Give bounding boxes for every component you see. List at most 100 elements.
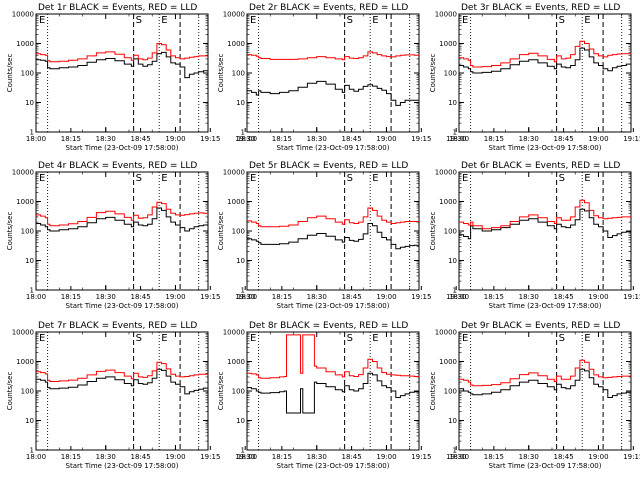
plot-frame: [246, 171, 420, 291]
x-tick-label: 18:30: [96, 293, 116, 301]
y-tick-label: 1: [241, 287, 245, 295]
end-marker: E: [372, 333, 378, 344]
x-tick-label: 18:00: [26, 293, 46, 301]
x-axis-label: Start Time (23-Oct-09 17:58:00): [277, 462, 390, 470]
lld-series-line: [459, 40, 632, 68]
y-tick-label: 10000: [435, 329, 457, 337]
start-marker: S: [136, 173, 142, 184]
x-tick-label: 18:15: [61, 293, 81, 301]
x-tick-label: 18:45: [131, 453, 151, 461]
lld-series-line: [36, 43, 209, 63]
x-axis-label: Start Time (23-Oct-09 17:58:00): [66, 462, 179, 470]
corner-marker: E: [250, 333, 256, 344]
y-tick-label: 10000: [223, 11, 245, 19]
y-tick-label: 1000: [227, 358, 245, 366]
x-tick-label: 19:00: [376, 453, 396, 461]
y-tick-label: 1: [453, 287, 457, 295]
y-tick-label: 100: [21, 70, 34, 78]
events-series-line: [247, 223, 420, 250]
x-tick-label: 19:00: [588, 135, 608, 143]
x-tick-label: 18:30: [96, 135, 116, 143]
corner-marker: E: [250, 173, 256, 184]
y-tick-label: 1: [453, 447, 457, 455]
plot-frame: [458, 331, 632, 451]
y-tick-label: 100: [444, 388, 457, 396]
y-axis-label: Counts/sec: [217, 54, 225, 93]
y-tick-label: 10: [25, 99, 34, 107]
y-axis-label: Counts/sec: [6, 54, 14, 93]
detector-panel-7: Det 7r BLACK = Events, RED = LLD E 1 10 100 1…: [6, 321, 255, 470]
x-tick-label: 19:30: [446, 135, 466, 143]
x-axis-label: Start Time (23-Oct-09 17:58:00): [66, 302, 179, 310]
x-tick-label: 19:15: [200, 135, 220, 143]
x-tick-label: 18:00: [449, 453, 469, 461]
panel-title: Det 5r BLACK = Events, RED = LLD: [249, 161, 408, 171]
lld-series-line: [36, 361, 209, 382]
detector-panel-1: Det 1r BLACK = Events, RED = LLD E 1 10 100 1…: [6, 3, 255, 152]
plot-frame: [35, 331, 209, 451]
x-tick-label: 19:15: [623, 135, 640, 143]
events-series-line: [247, 80, 419, 106]
start-marker: S: [136, 15, 142, 26]
y-tick-label: 100: [232, 228, 245, 236]
y-tick-label: 10: [448, 417, 457, 425]
lld-series-line: [459, 199, 631, 230]
events-series-line: [459, 368, 632, 398]
y-tick-label: 1000: [16, 40, 34, 48]
x-tick-label: 18:30: [307, 293, 327, 301]
plot-frame: [458, 13, 632, 133]
x-tick-label: 18:15: [272, 135, 292, 143]
x-tick-label: 18:45: [554, 135, 574, 143]
y-tick-label: 10: [236, 417, 245, 425]
y-tick-label: 1: [30, 447, 34, 455]
x-tick-label: 18:30: [519, 293, 539, 301]
start-marker: S: [347, 15, 353, 26]
y-tick-label: 1000: [439, 198, 457, 206]
events-series-line: [247, 372, 420, 414]
events-series-line: [36, 51, 209, 79]
y-tick-label: 100: [21, 388, 34, 396]
x-axis-label: Start Time (23-Oct-09 17:58:00): [489, 462, 602, 470]
y-tick-label: 100: [21, 228, 34, 236]
y-tick-label: 100: [232, 70, 245, 78]
x-axis-label: Start Time (23-Oct-09 17:58:00): [489, 144, 602, 152]
y-tick-label: 10: [448, 257, 457, 265]
x-tick-label: 18:30: [519, 135, 539, 143]
panel-title: Det 4r BLACK = Events, RED = LLD: [38, 161, 197, 171]
y-axis-label: Counts/sec: [429, 54, 437, 93]
x-tick-label: 18:15: [61, 135, 81, 143]
x-tick-label: 18:00: [237, 135, 257, 143]
y-tick-label: 10000: [12, 329, 34, 337]
x-tick-label: 19:15: [411, 135, 431, 143]
panel-title: Det 9r BLACK = Events, RED = LLD: [461, 321, 620, 331]
y-axis-label: Counts/sec: [217, 212, 225, 251]
x-tick-label: 19:00: [165, 453, 185, 461]
y-axis-label: Counts/sec: [6, 212, 14, 251]
lld-series-line: [459, 359, 631, 387]
y-tick-label: 100: [444, 70, 457, 78]
events-series-line: [459, 47, 632, 74]
y-tick-label: 10: [25, 417, 34, 425]
panel-title: Det 8r BLACK = Events, RED = LLD: [249, 321, 408, 331]
x-tick-label: 19:30: [446, 453, 466, 461]
x-tick-label: 19:00: [588, 453, 608, 461]
y-tick-label: 1: [241, 129, 245, 137]
plot-frame: [35, 13, 209, 133]
x-tick-label: 19:15: [200, 293, 220, 301]
x-tick-label: 19:30: [235, 293, 255, 301]
y-tick-label: 1: [241, 447, 245, 455]
y-tick-label: 1: [453, 129, 457, 137]
x-tick-label: 18:45: [131, 293, 151, 301]
x-tick-label: 18:00: [237, 293, 257, 301]
corner-marker: E: [462, 173, 468, 184]
start-marker: S: [136, 333, 142, 344]
end-marker: E: [584, 333, 590, 344]
plot-frame: [35, 171, 209, 291]
x-tick-label: 18:15: [61, 453, 81, 461]
y-tick-label: 10000: [435, 11, 457, 19]
panel-title: Det 3r BLACK = Events, RED = LLD: [461, 3, 620, 13]
x-tick-label: 18:00: [449, 135, 469, 143]
lld-series-line: [247, 334, 419, 379]
corner-marker: E: [250, 15, 256, 26]
detector-panel-6: Det 6r BLACK = Events, RED = LLD E 1 10 100 1…: [429, 161, 640, 310]
